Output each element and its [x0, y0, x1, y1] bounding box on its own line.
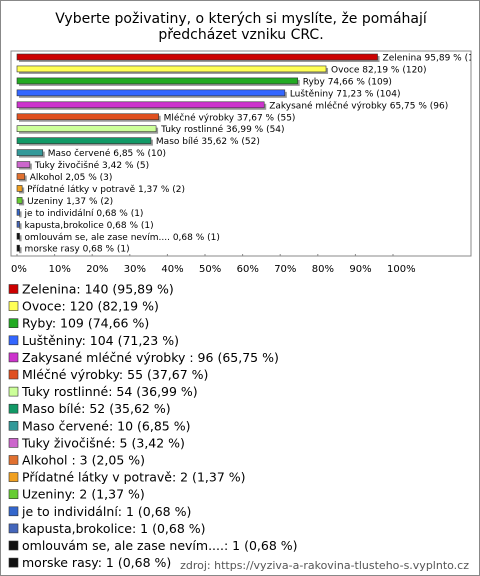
- legend-swatch: [8, 386, 19, 397]
- bar-label: Uzeniny 1,37 % (2): [27, 197, 113, 207]
- bar-label: morske rasy 0,68 % (1): [25, 245, 130, 255]
- bar-label: Přídatné látky v potravě 1,37 % (2): [27, 184, 185, 195]
- x-tick-label: 100%: [387, 264, 416, 275]
- bar: [16, 232, 20, 240]
- legend-label: Mléčné výrobky: 55 (37,67 %): [22, 367, 208, 382]
- bar: [16, 185, 23, 192]
- legend-swatch: [8, 369, 19, 380]
- bar: [16, 53, 378, 61]
- bar: [16, 125, 157, 132]
- bar: [16, 161, 31, 168]
- bar: [16, 209, 20, 216]
- bar: [16, 221, 20, 228]
- bar: [16, 77, 299, 85]
- legend-swatch: [8, 301, 19, 311]
- legend-label: omlouvám se, ale zase nevím....: 1 (0,68…: [22, 538, 298, 553]
- legend-swatch: [8, 540, 19, 551]
- bar-label: Ovoce 82,19 % (120): [331, 65, 427, 75]
- x-tick-label: 90%: [349, 264, 371, 275]
- x-tick-label: 10%: [49, 264, 71, 275]
- x-tick-label: 20%: [86, 264, 108, 275]
- legend-swatch: [8, 506, 19, 517]
- bar: [16, 197, 23, 204]
- legend-label: je to individální: 1 (0,68 %): [21, 504, 191, 519]
- bar-shadow: [19, 211, 22, 218]
- bar-shadow: [19, 247, 22, 254]
- legend-label: Maso červené: 10 (6,85 %): [22, 418, 190, 433]
- legend-swatch: [8, 403, 19, 414]
- legend-label: Zakysané mléčné výrobky : 96 (65,75 %): [22, 350, 279, 365]
- legend-label: Alkohol : 3 (2,05 %): [22, 453, 145, 468]
- bar: [16, 137, 152, 144]
- legend-swatch: [8, 455, 19, 465]
- bar-label: omlouvám se, ale zase nevím.... 0,68 % (…: [25, 233, 220, 243]
- bar: [16, 244, 20, 252]
- bar-label: Maso červené 6,85 % (10): [48, 148, 166, 159]
- legend-swatch: [8, 438, 19, 448]
- legend-label: Ovoce: 120 (82,19 %): [22, 299, 159, 314]
- legend-swatch: [8, 284, 19, 294]
- bar-label: Ryby 74,66 % (109): [303, 77, 392, 87]
- bar: [16, 149, 44, 156]
- bar-label: Luštěniny 71,23 % (104): [290, 88, 401, 99]
- legend-swatch: [8, 420, 19, 431]
- bar-label: kapusta,brokolice 0,68 % (1): [25, 221, 154, 231]
- bar: [16, 65, 327, 73]
- legend-label: kapusta,brokolice: 1 (0,68 %): [22, 521, 206, 536]
- legend-swatch: [8, 335, 19, 346]
- bar: [16, 113, 159, 121]
- legend-swatch: [8, 523, 19, 534]
- legend-swatch: [8, 489, 19, 500]
- x-tick-label: 50%: [199, 264, 221, 275]
- legend-swatch: [8, 557, 19, 568]
- legend-label: Přídatné látky v potravě: 2 (1,37 %): [22, 470, 246, 485]
- bar-label: Zelenina 95,89 % (140): [383, 54, 479, 64]
- legend-label: morske rasy: 1 (0,68 %): [22, 555, 171, 570]
- legend-label: Tuky rostlinné: 54 (36,99 %): [21, 384, 198, 399]
- bar-label: Zakysané mléčné výrobky 65,75 % (96): [269, 100, 448, 111]
- x-tick-label: 70%: [274, 264, 296, 275]
- x-tick-label: 80%: [312, 264, 334, 275]
- bar-label: je to individální 0,68 % (1): [24, 209, 144, 219]
- bar: [16, 101, 265, 109]
- x-tick-label: 0%: [11, 264, 27, 275]
- bar: [16, 89, 286, 97]
- legend-label: Ryby: 109 (74,66 %): [22, 316, 149, 331]
- chart-title: Vyberte poživatiny, o kterých si myslíte…: [55, 11, 427, 43]
- legend-label: Zelenina: 140 (95,89 %): [22, 282, 174, 297]
- legend-label: Maso bílé: 52 (35,62 %): [22, 401, 171, 416]
- x-tick-label: 30%: [124, 264, 146, 275]
- legend-swatch: [8, 472, 19, 482]
- bar-shadow: [19, 235, 22, 242]
- bar-label: Maso bílé 35,62 % (52): [156, 136, 260, 147]
- source: zdroj: https://vyziva-a-rakovina-tlusteh…: [180, 559, 469, 572]
- plot-area: Zelenina 95,89 % (140)Ovoce 82,19 % (120…: [16, 53, 479, 255]
- bar-label: Alkohol 2,05 % (3): [30, 173, 113, 183]
- legend-label: Uzeniny: 2 (1,37 %): [22, 487, 145, 502]
- legend-label: Luštěniny: 104 (71,23 %): [22, 333, 179, 348]
- legend-swatch: [8, 318, 19, 329]
- legend-swatch: [8, 352, 19, 363]
- legend-label: Tuky živočišné: 5 (3,42 %): [21, 435, 185, 450]
- x-tick-label: 40%: [161, 264, 183, 275]
- bar-label: Mléčné výrobky 37,67 % (55): [164, 112, 296, 123]
- bar: [16, 173, 26, 180]
- x-tick-label: 60%: [237, 264, 259, 275]
- bar-shadow: [19, 223, 22, 230]
- bar-label: Tuky živočišné 3,42 % (5): [34, 160, 149, 171]
- bar-label: Tuky rostlinné 36,99 % (54): [160, 124, 284, 135]
